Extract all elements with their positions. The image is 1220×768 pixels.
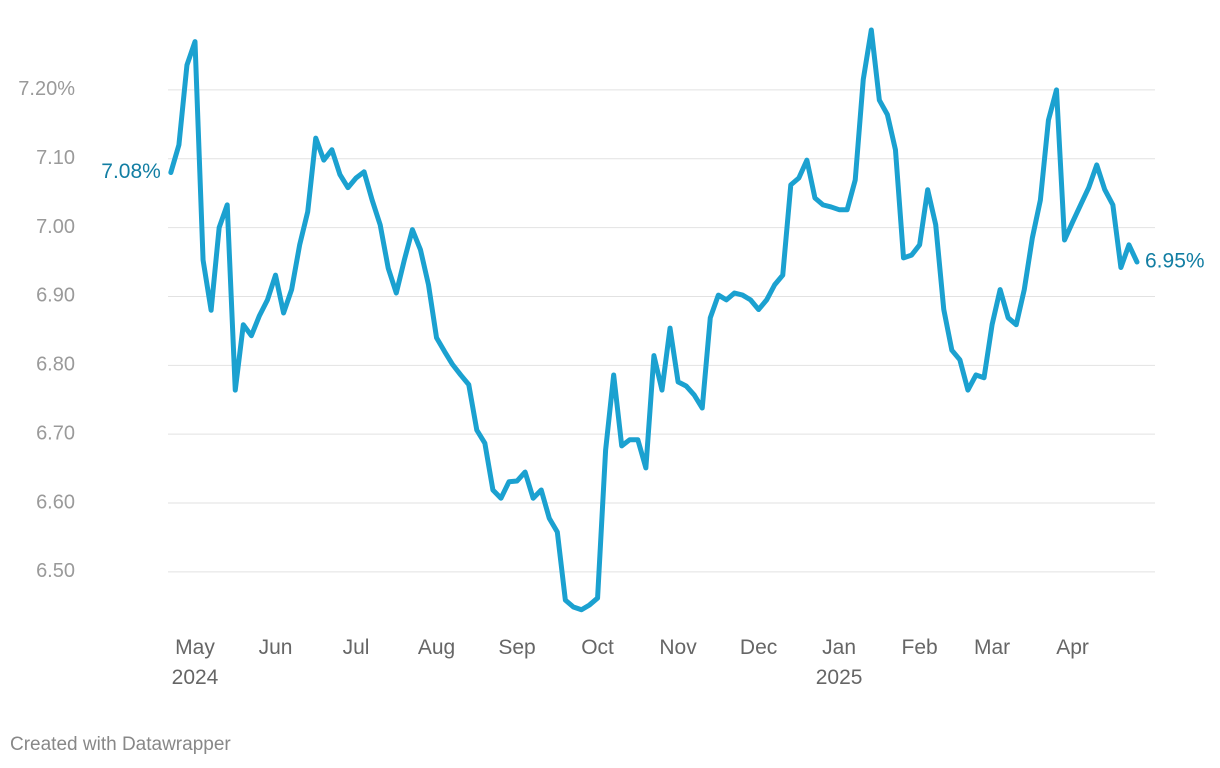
y-tick-label: 6.70: [36, 422, 75, 444]
x-tick-label: Feb: [902, 636, 938, 659]
x-tick-label: Mar: [974, 636, 1010, 659]
x-tick-label: Jan 2025: [816, 636, 863, 689]
x-tick-label: Oct: [581, 636, 614, 659]
x-tick-label: May 2024: [172, 636, 219, 689]
credit: Created with Datawrapper: [10, 734, 231, 755]
x-tick-label: Jun: [259, 636, 293, 659]
y-tick-label: 7.10: [36, 147, 75, 169]
y-tick-label: 7.00: [36, 216, 75, 238]
y-tick-label: 6.50: [36, 560, 75, 582]
y-tick-label: 6.80: [36, 354, 75, 376]
x-tick-label: Dec: [740, 636, 777, 659]
x-tick-label: Nov: [659, 636, 697, 659]
x-tick-label: Jul: [343, 636, 370, 659]
y-tick-label: 7.20%: [18, 78, 75, 100]
x-tick-label: Aug: [418, 636, 455, 659]
x-tick-label: Apr: [1056, 636, 1089, 659]
x-tick-label: Sep: [498, 636, 535, 659]
data-label: 7.08%: [101, 160, 161, 183]
y-tick-label: 6.90: [36, 285, 75, 307]
line: [168, 27, 1140, 613]
y-tick-label: 6.60: [36, 491, 75, 513]
data-label: 6.95%: [1145, 250, 1205, 273]
